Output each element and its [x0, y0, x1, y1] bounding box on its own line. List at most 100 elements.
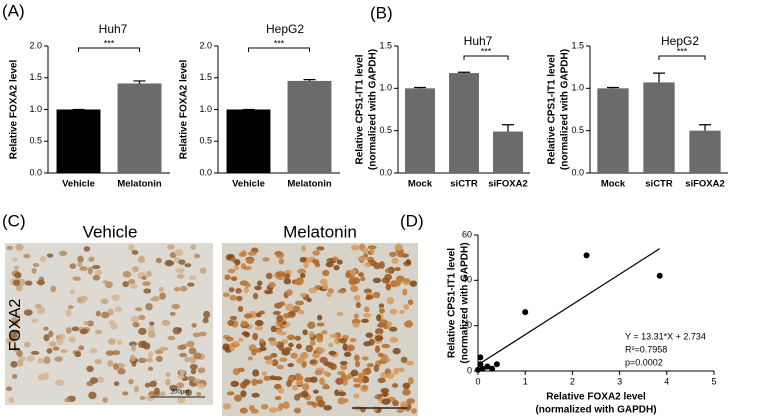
nucleus [69, 263, 77, 270]
nucleus [96, 376, 105, 384]
nucleus [5, 386, 13, 392]
nucleus [291, 384, 299, 391]
nucleus [403, 304, 410, 310]
nucleus [298, 392, 305, 398]
nucleus [349, 269, 357, 275]
nucleus [191, 322, 197, 328]
nucleus [288, 342, 294, 348]
nucleus [35, 303, 42, 309]
y-axis-label: Relative FOXA2 level [179, 60, 190, 160]
nucleus [350, 285, 359, 293]
nucleus [178, 259, 186, 265]
nucleus [273, 376, 283, 381]
nucleus [247, 251, 257, 256]
nucleus [52, 346, 60, 351]
nucleus [353, 294, 361, 302]
x-axis-label: (normalized with GAPDH) [535, 405, 656, 416]
nucleus [40, 255, 47, 263]
nucleus [299, 292, 307, 298]
point [656, 272, 663, 279]
nucleus [186, 340, 195, 348]
nucleus [230, 380, 240, 387]
nucleus [291, 305, 301, 313]
nucleus [43, 334, 50, 342]
nucleus [372, 291, 381, 299]
error-bar [699, 124, 711, 131]
chart-title: Huh7 [99, 22, 128, 36]
nucleus [333, 265, 340, 271]
nucleus [131, 250, 139, 255]
error-bar [502, 124, 514, 132]
nucleus [202, 317, 209, 324]
nucleus [336, 311, 344, 316]
nucleus [407, 299, 414, 306]
nucleus [16, 359, 24, 367]
nucleus [337, 391, 347, 397]
nucleus [411, 408, 417, 414]
y-tick-label: 0.0 [379, 167, 392, 177]
nucleus [114, 306, 123, 312]
nucleus [274, 251, 283, 256]
bar [449, 73, 479, 173]
nucleus [117, 368, 126, 375]
nucleus [155, 257, 162, 264]
nucleus [312, 352, 321, 359]
nucleus [174, 249, 183, 257]
nucleus [336, 259, 343, 265]
bar [643, 82, 675, 173]
nucleus [179, 285, 188, 292]
nucleus [11, 320, 19, 326]
nucleus [16, 349, 23, 357]
scale-label: 200μm [171, 390, 189, 396]
regression-line [477, 248, 661, 366]
nucleus [303, 261, 309, 269]
nucleus [379, 308, 386, 314]
nucleus [161, 319, 171, 327]
nucleus [369, 248, 375, 254]
nucleus [15, 285, 23, 292]
nucleus [307, 321, 316, 329]
nucleus [406, 360, 414, 366]
nucleus [272, 310, 281, 316]
nucleus [79, 328, 88, 335]
nucleus [227, 319, 235, 326]
nucleus [113, 363, 119, 371]
nucleus [380, 357, 388, 363]
nucleus [263, 375, 271, 381]
point [477, 361, 484, 368]
nucleus [165, 378, 171, 386]
nucleus [261, 371, 268, 376]
nucleus [153, 387, 160, 395]
nucleus [268, 337, 276, 342]
nucleus [400, 401, 408, 409]
nucleus [308, 330, 315, 338]
x-tick-label: Melatonin [287, 179, 332, 190]
nucleus [101, 311, 110, 319]
annotation: Y = 13.31*X + 2.734 [625, 331, 706, 341]
nucleus [406, 398, 415, 404]
nucleus [254, 319, 264, 327]
nucleus [246, 258, 254, 265]
nucleus [247, 356, 254, 361]
nucleus [234, 394, 243, 402]
nucleus [127, 279, 136, 285]
nucleus [31, 318, 39, 323]
nucleus [378, 303, 385, 309]
nucleus [89, 348, 98, 354]
nucleus [187, 376, 196, 382]
nucleus [391, 383, 399, 388]
nucleus [94, 329, 103, 335]
nucleus [299, 256, 307, 263]
nucleus [374, 346, 381, 353]
nucleus [189, 363, 198, 370]
nucleus [391, 257, 399, 264]
nucleus [128, 244, 135, 252]
nucleus [69, 288, 76, 295]
nucleus [389, 336, 399, 343]
nucleus [236, 295, 243, 302]
nucleus [31, 267, 37, 274]
nucleus [83, 321, 90, 326]
nucleus [346, 344, 355, 352]
nucleus [365, 332, 374, 338]
nucleus [10, 361, 18, 368]
